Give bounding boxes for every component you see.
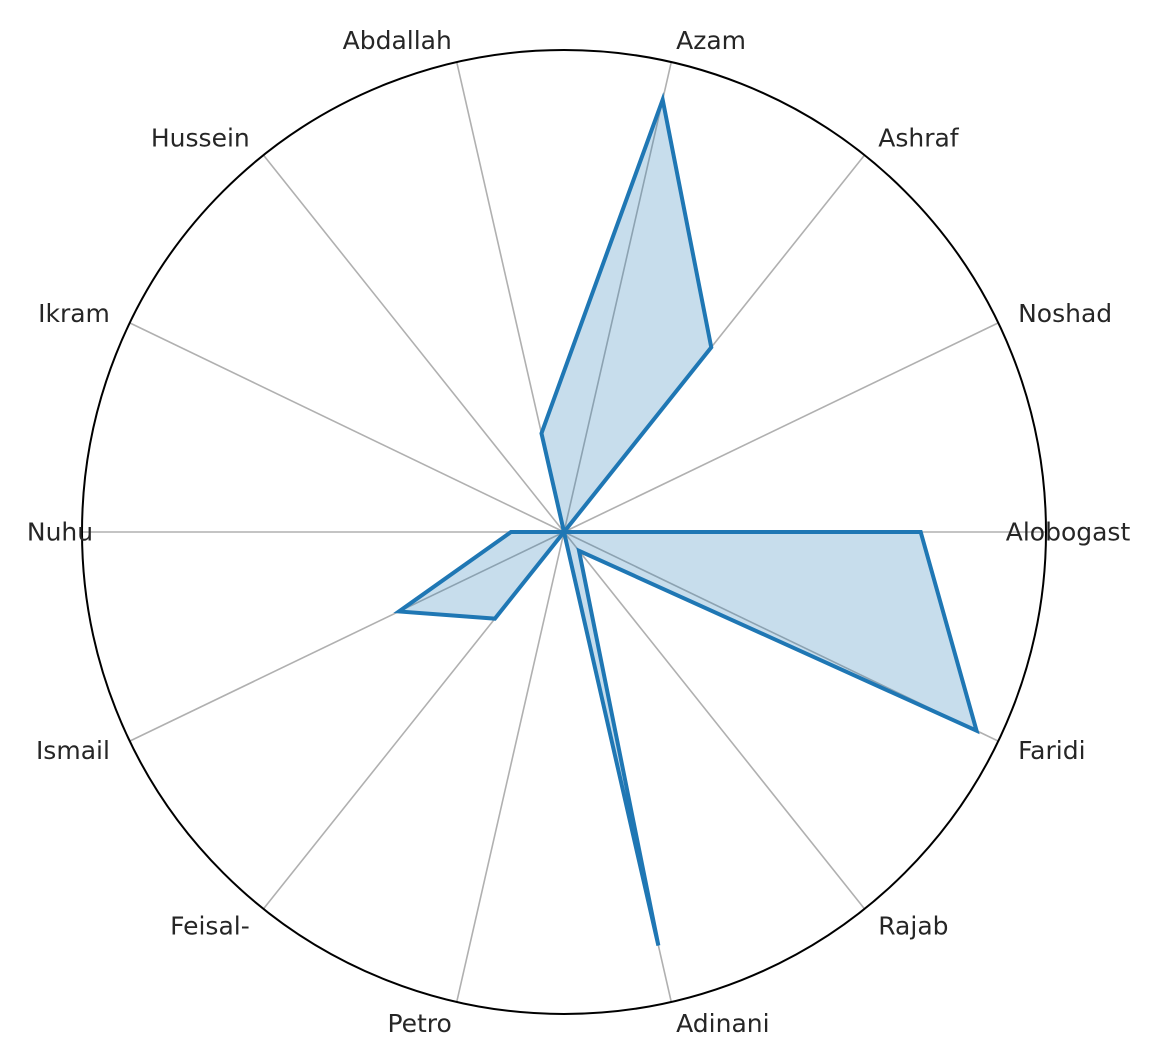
category-label: Abdallah: [343, 26, 452, 55]
category-label: Rajab: [878, 912, 948, 941]
spoke-hussein: [262, 154, 565, 533]
category-label: Nuhu: [27, 518, 93, 547]
category-label: Noshad: [1018, 299, 1112, 328]
spoke-rajab: [563, 531, 866, 910]
spoke-ikram: [129, 322, 565, 533]
category-label: Hussein: [151, 123, 250, 152]
series-area: [398, 99, 977, 946]
category-label: Azam: [676, 26, 746, 55]
series-line: [393, 92, 980, 946]
spoke-petro: [455, 531, 565, 1003]
category-label: Ismail: [36, 736, 110, 765]
category-label: Petro: [387, 1009, 451, 1038]
category-label: Alobogast: [1006, 518, 1131, 547]
series-layer: [393, 92, 980, 946]
spoke-noshad: [563, 322, 999, 533]
category-labels: Alobogast Noshad Ashraf Azam Abdallah Hussein…: [27, 26, 1131, 1038]
spoke-ismail: [129, 531, 565, 742]
spoke-azam: [563, 61, 673, 533]
polar-frame: [81, 49, 1047, 1015]
category-label: Feisal-: [170, 912, 250, 941]
category-label: Ikram: [38, 299, 110, 328]
category-label: Adinani: [676, 1009, 769, 1038]
category-label: Faridi: [1018, 736, 1085, 765]
category-label: Ashraf: [878, 123, 960, 152]
